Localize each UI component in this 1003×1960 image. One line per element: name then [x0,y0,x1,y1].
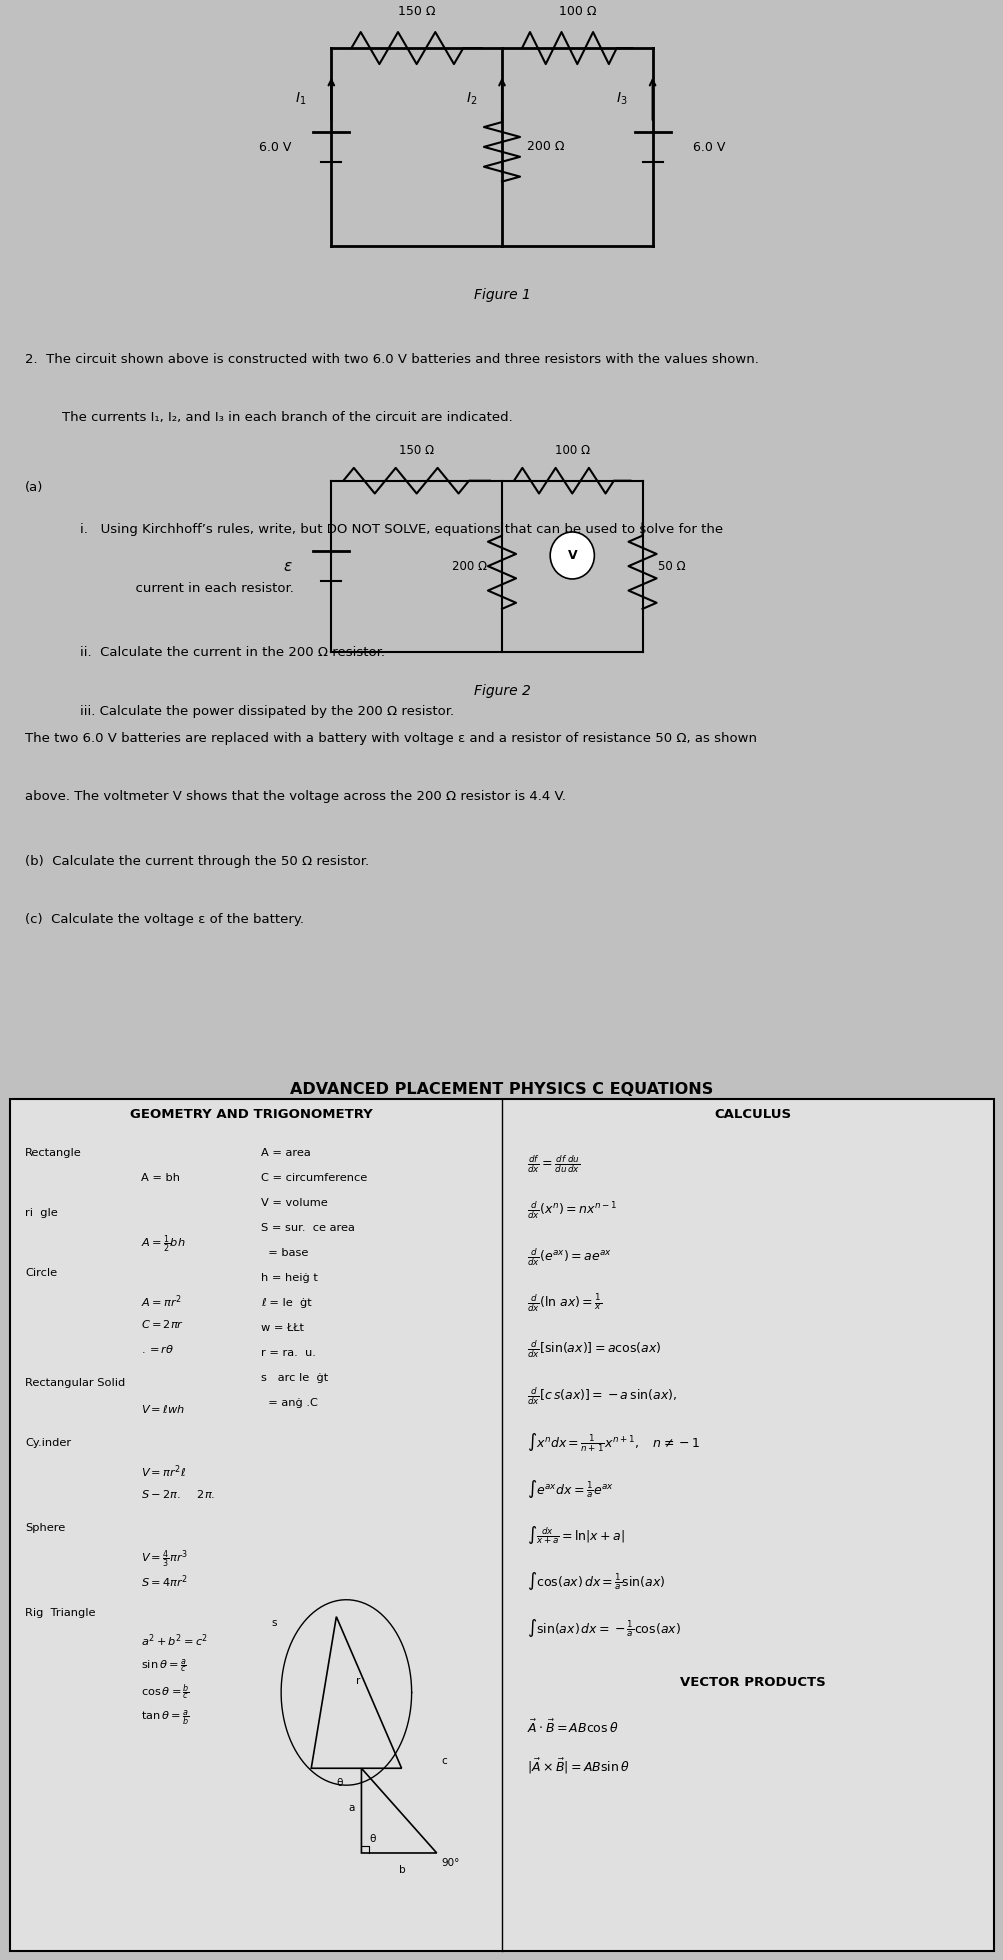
Text: 90°: 90° [441,1858,459,1868]
Text: $S = 4\pi r^2$: $S = 4\pi r^2$ [140,1574,188,1590]
Text: ε: ε [283,559,291,574]
Text: a: a [348,1803,354,1813]
Text: $|\vec{A}\times\vec{B}| = AB\sin\theta$: $|\vec{A}\times\vec{B}| = AB\sin\theta$ [527,1756,629,1776]
Text: 100 Ω: 100 Ω [555,445,589,457]
Text: $\int e^{ax} dx = \frac{1}{a}e^{ax}$: $\int e^{ax} dx = \frac{1}{a}e^{ax}$ [527,1478,614,1499]
Text: $A = \frac{1}{2}bh$: $A = \frac{1}{2}bh$ [140,1233,185,1254]
Text: (c)  Calculate the voltage ε of the battery.: (c) Calculate the voltage ε of the batte… [25,913,304,927]
Text: θ: θ [369,1835,375,1844]
Text: $I_2$: $I_2$ [465,90,476,108]
Text: $\frac{d}{dx}[\sin(ax)] = a\cos(ax)$: $\frac{d}{dx}[\sin(ax)] = a\cos(ax)$ [527,1339,661,1360]
Text: $\vec{A}\cdot\vec{B} = AB\cos\theta$: $\vec{A}\cdot\vec{B} = AB\cos\theta$ [527,1719,618,1737]
Text: 150 Ω: 150 Ω [397,6,435,18]
Text: (a): (a) [25,480,43,494]
Text: 6.0 V: 6.0 V [692,141,724,155]
Text: $\tan\theta = \frac{a}{b}$: $\tan\theta = \frac{a}{b}$ [140,1707,189,1727]
Text: Sphere: Sphere [25,1523,65,1533]
Text: $\frac{df}{dx} = \frac{df}{du}\frac{du}{dx}$: $\frac{df}{dx} = \frac{df}{du}\frac{du}{… [527,1152,580,1174]
Text: V: V [567,549,577,563]
Text: s: s [271,1617,276,1627]
Text: r = ra.  u.: r = ra. u. [261,1348,316,1358]
Text: Rig  Triangle: Rig Triangle [25,1607,95,1617]
Text: ℓ = le  ġt: ℓ = le ġt [261,1298,312,1307]
Text: above. The voltmeter V shows that the voltage across the 200 Ω resistor is 4.4 V: above. The voltmeter V shows that the vo… [25,790,566,804]
Text: $\cos\theta = \frac{b}{c}$: $\cos\theta = \frac{b}{c}$ [140,1684,190,1703]
Text: ADVANCED PLACEMENT PHYSICS C EQUATIONS: ADVANCED PLACEMENT PHYSICS C EQUATIONS [290,1082,713,1096]
Text: $\frac{d}{dx}(x^n) = nx^{n-1}$: $\frac{d}{dx}(x^n) = nx^{n-1}$ [527,1200,617,1221]
Text: $\int \frac{dx}{x+a} = \ln|x+a|$: $\int \frac{dx}{x+a} = \ln|x+a|$ [527,1525,625,1546]
Text: s   arc le  ġt: s arc le ġt [261,1374,328,1384]
Text: $V = \frac{4}{3}\pi r^3$: $V = \frac{4}{3}\pi r^3$ [140,1548,188,1570]
Text: 6.0 V: 6.0 V [259,141,291,155]
Text: = anġ .C: = anġ .C [261,1397,318,1407]
Text: = base: = base [261,1249,308,1258]
FancyBboxPatch shape [10,1100,993,1950]
Text: CALCULUS: CALCULUS [714,1107,790,1121]
Text: $\frac{d}{dx}(e^{ax}) = ae^{ax}$: $\frac{d}{dx}(e^{ax}) = ae^{ax}$ [527,1247,612,1268]
Text: current in each resistor.: current in each resistor. [110,582,294,596]
Text: $\int \sin(ax)\,dx = -\frac{1}{a}\cos(ax)$: $\int \sin(ax)\,dx = -\frac{1}{a}\cos(ax… [527,1617,680,1639]
Text: Rectangular Solid: Rectangular Solid [25,1378,125,1388]
Text: i.   Using Kirchhoff’s rules, write, but DO NOT SOLVE, equations that can be use: i. Using Kirchhoff’s rules, write, but D… [80,523,723,537]
Text: 150 Ω: 150 Ω [399,445,433,457]
Text: $a^2 + b^2 = c^2$: $a^2 + b^2 = c^2$ [140,1633,208,1650]
Text: $V = \pi r^2 \ell$: $V = \pi r^2 \ell$ [140,1462,186,1480]
Text: 200 Ω: 200 Ω [527,141,564,153]
Text: $I_3$: $I_3$ [616,90,627,108]
Text: w = ŁŁt: w = ŁŁt [261,1323,304,1333]
Text: $. = r\theta$: $. = r\theta$ [140,1343,174,1354]
Circle shape [550,531,594,578]
Text: GEOMETRY AND TRIGONOMETRY: GEOMETRY AND TRIGONOMETRY [129,1107,372,1121]
Text: $C = 2\pi r$: $C = 2\pi r$ [140,1319,184,1331]
Text: Figure 2: Figure 2 [473,684,530,698]
Text: $\sin\theta = \frac{a}{c}$: $\sin\theta = \frac{a}{c}$ [140,1658,187,1676]
Text: Cy.inder: Cy.inder [25,1439,71,1448]
Text: C = circumference: C = circumference [261,1174,367,1184]
Text: (b)  Calculate the current through the 50 Ω resistor.: (b) Calculate the current through the 50… [25,855,369,868]
Text: The currents I₁, I₂, and I₃ in each branch of the circuit are indicated.: The currents I₁, I₂, and I₃ in each bran… [45,412,513,423]
Text: Figure 1: Figure 1 [473,288,530,302]
Text: ii.  Calculate the current in the 200 Ω resistor.: ii. Calculate the current in the 200 Ω r… [80,647,385,659]
Text: A = bh: A = bh [140,1174,180,1184]
Text: A = area: A = area [261,1149,311,1158]
Text: iii. Calculate the power dissipated by the 200 Ω resistor.: iii. Calculate the power dissipated by t… [80,706,454,717]
Text: $I_1$: $I_1$ [295,90,306,108]
Text: $\int \cos(ax)\,dx = \frac{1}{a}\sin(ax)$: $\int \cos(ax)\,dx = \frac{1}{a}\sin(ax)… [527,1570,665,1592]
Text: 50 Ω: 50 Ω [657,561,685,572]
Text: $\int x^n dx = \frac{1}{n+1}x^{n+1},\quad n \neq -1$: $\int x^n dx = \frac{1}{n+1}x^{n+1},\qua… [527,1431,700,1454]
Text: VECTOR PRODUCTS: VECTOR PRODUCTS [679,1676,825,1690]
Text: 200 Ω: 200 Ω [451,561,486,572]
Text: $S - 2\pi.\ \ \ \ 2\pi.$: $S - 2\pi.\ \ \ \ 2\pi.$ [140,1488,215,1499]
Text: S = sur.  ce area: S = sur. ce area [261,1223,355,1233]
Text: V = volume: V = volume [261,1198,327,1209]
Text: ri  gle: ri gle [25,1209,58,1219]
Text: 2.  The circuit shown above is constructed with two 6.0 V batteries and three re: 2. The circuit shown above is constructe… [25,353,758,365]
Text: The two 6.0 V batteries are replaced with a battery with voltage ε and a resisto: The two 6.0 V batteries are replaced wit… [25,731,756,745]
Text: $\frac{d}{dx}(\ln\, ax) = \frac{1}{x}$: $\frac{d}{dx}(\ln\, ax) = \frac{1}{x}$ [527,1292,602,1313]
Text: $A = \pi r^2$: $A = \pi r^2$ [140,1294,182,1309]
Text: $\frac{d}{dx}[c\,s(ax)] = -a\,\mathrm{sin}(ax),$: $\frac{d}{dx}[c\,s(ax)] = -a\,\mathrm{si… [527,1386,677,1407]
Text: $V = \ell w h$: $V = \ell w h$ [140,1403,185,1415]
Text: c: c [441,1756,447,1766]
Text: r: r [356,1676,360,1686]
Text: θ: θ [336,1778,342,1788]
Text: b: b [399,1864,405,1874]
Text: Rectangle: Rectangle [25,1149,82,1158]
Text: h = heiġ t: h = heiġ t [261,1274,318,1284]
Text: Circle: Circle [25,1268,57,1278]
Text: 100 Ω: 100 Ω [558,6,596,18]
